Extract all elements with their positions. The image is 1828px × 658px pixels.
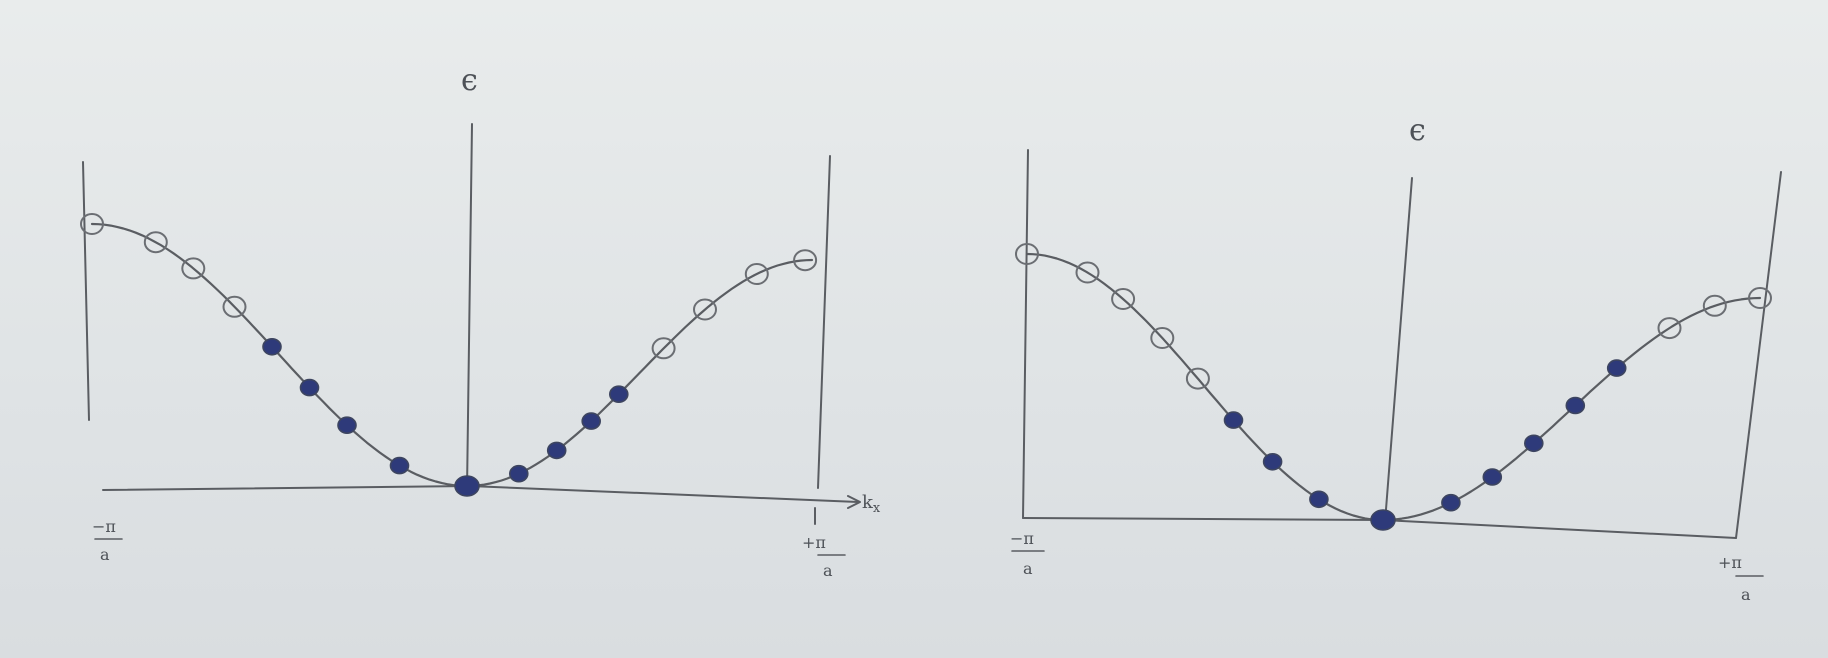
right-states (1015, 243, 1772, 531)
right-dispersion-curve (1025, 252, 1762, 522)
left-dispersion-curve (90, 222, 814, 488)
left-tick-plus-pi-num: +π (802, 533, 826, 552)
right-empty-state-dot (1657, 317, 1682, 340)
right-filled-state-dot (1606, 359, 1627, 377)
right-filled-state-dot (1482, 468, 1503, 486)
left-energy-axis (466, 123, 473, 491)
left-empty-state-dot (80, 213, 104, 235)
right-energy-axis (1384, 177, 1413, 523)
right-filled-state-dot (1309, 490, 1329, 509)
left-filled-state-dot (608, 385, 629, 404)
left-empty-state-dot (222, 295, 247, 318)
right-tick-plus-pi-den: a (1741, 585, 1751, 604)
left-filled-state-dot (508, 464, 529, 483)
right-filled-state-dot (1524, 434, 1544, 453)
right-filled-state-dot (1262, 452, 1283, 471)
right-empty-state-dot (1748, 287, 1772, 309)
left-tick-plus-pi-den: a (823, 561, 833, 580)
left-band-diagram: ϵ kx −π a +π a (80, 63, 881, 580)
right-frame-left-line (1022, 149, 1029, 519)
right-empty-state-dot (1150, 327, 1175, 349)
left-filled-state-dot (546, 441, 567, 460)
right-empty-state-dot (1075, 261, 1100, 284)
right-empty-state-dot (1015, 243, 1039, 265)
left-filled-state-dot (581, 412, 602, 430)
left-filled-state-dot (389, 456, 410, 475)
right-empty-state-dot (1702, 294, 1727, 317)
left-filled-state-dot (262, 337, 282, 356)
left-frame-right-line (817, 155, 831, 489)
left-empty-state-dot (793, 249, 818, 272)
left-tick-minus-pi-den: a (100, 545, 110, 564)
right-tick-minus-pi-den: a (1023, 559, 1033, 578)
right-energy-label: ϵ (1409, 113, 1426, 148)
right-empty-state-dot (1185, 367, 1210, 390)
left-filled-state-dot (454, 475, 480, 497)
right-filled-state-dot (1441, 493, 1461, 512)
left-empty-state-dot (181, 257, 206, 280)
left-k-axis-arrowhead (847, 495, 861, 509)
right-band-diagram: ϵ −π a +π a (1010, 113, 1782, 604)
right-filled-state-dot (1370, 509, 1396, 531)
left-empty-state-dot (693, 298, 717, 321)
left-states (80, 213, 818, 497)
left-frame-left-line (82, 161, 90, 421)
left-k-axis-label: kx (862, 492, 881, 516)
left-filled-state-dot (299, 378, 320, 397)
left-empty-state-dot (651, 337, 676, 360)
left-empty-state-dot (744, 263, 769, 285)
left-filled-state-dot (337, 416, 357, 435)
right-frame-right-line (1735, 171, 1782, 539)
right-tick-minus-pi-num: −π (1010, 529, 1034, 548)
right-tick-plus-pi-num: +π (1718, 553, 1742, 572)
right-filled-state-dot (1565, 396, 1586, 415)
right-empty-state-dot (1111, 288, 1136, 310)
left-empty-state-dot (143, 231, 168, 254)
left-k-axis (102, 485, 859, 503)
left-energy-label: ϵ (461, 63, 478, 98)
right-filled-state-dot (1223, 411, 1244, 429)
left-tick-minus-pi-num: −π (92, 517, 116, 536)
